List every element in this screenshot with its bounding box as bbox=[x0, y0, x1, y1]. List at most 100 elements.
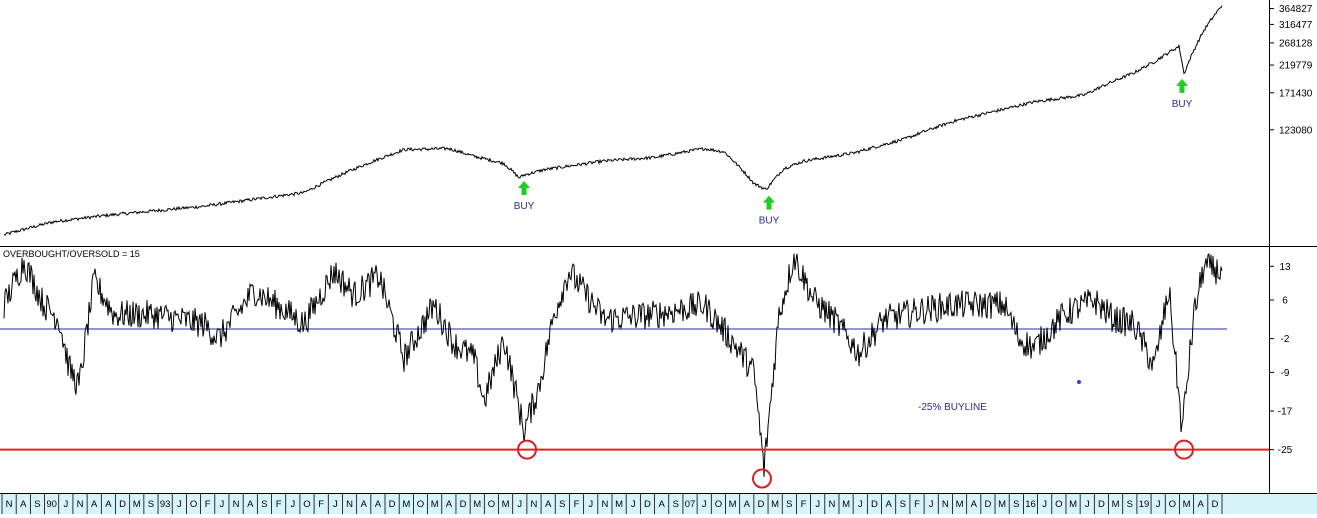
time-tick-label: S bbox=[559, 499, 565, 510]
time-tick-label: M bbox=[473, 499, 481, 510]
oscillator-title: OVERBOUGHT/OVERSOLD = 15 bbox=[3, 249, 140, 259]
y-tick-label: -17 bbox=[1278, 407, 1293, 418]
y-tick-label: 123080 bbox=[1279, 125, 1313, 136]
oversold-circle-marker bbox=[517, 439, 537, 460]
time-tick-label: O bbox=[417, 499, 424, 510]
time-tick-label: M bbox=[842, 499, 850, 510]
time-tick-label: N bbox=[942, 499, 949, 510]
time-tick-label: A bbox=[375, 499, 382, 510]
y-tick-label: 316477 bbox=[1279, 20, 1313, 31]
time-tick-label: N bbox=[828, 499, 835, 510]
time-tick-label: N bbox=[77, 499, 84, 510]
time-tick-label: A bbox=[971, 499, 978, 510]
time-tick-label: D bbox=[460, 499, 467, 510]
buyline-label: -25% BUYLINE bbox=[918, 402, 987, 413]
oversold-circle-marker bbox=[752, 468, 772, 489]
time-tick-label: S bbox=[1127, 499, 1133, 510]
time-tick-label: M bbox=[431, 499, 439, 510]
time-tick-label: A bbox=[91, 499, 98, 510]
y-tick-label: -9 bbox=[1281, 368, 1290, 379]
time-axis: N A S 90 J N A A D M S 93 J O F J N A S F J O F J N A A D M O M A D M O M J N… bbox=[0, 493, 1317, 514]
time-tick-label: A bbox=[1198, 499, 1205, 510]
time-tick-label: D bbox=[389, 499, 396, 510]
time-tick-label: D bbox=[1211, 499, 1218, 510]
time-tick-label: J bbox=[631, 499, 636, 510]
time-tick-label: O bbox=[1169, 499, 1176, 510]
time-tick-label: S bbox=[34, 499, 40, 510]
y-tick-label: 13 bbox=[1279, 262, 1291, 273]
time-tick-label: O bbox=[190, 499, 197, 510]
time-tick-label: J bbox=[220, 499, 225, 510]
time-tick-label: J bbox=[1085, 499, 1090, 510]
time-tick-label: N bbox=[233, 499, 240, 510]
time-tick-label: D bbox=[871, 499, 878, 510]
time-tick-label: J bbox=[1156, 499, 1161, 510]
time-tick-label: S bbox=[1013, 499, 1019, 510]
time-tick-label: A bbox=[744, 499, 751, 510]
time-tick-label: M bbox=[502, 499, 510, 510]
time-tick-label: D bbox=[1098, 499, 1105, 510]
time-tick-label: N bbox=[531, 499, 538, 510]
oscillator-panel: 13 6 -2 -9 -17 -25 OVERBOUGHT/OVERSOLD = 15 -25… bbox=[0, 249, 1317, 494]
price-series-line bbox=[3, 5, 1223, 236]
time-tick-label: J bbox=[702, 499, 707, 510]
time-tick-label: F bbox=[318, 499, 324, 510]
time-tick-label: N bbox=[346, 499, 353, 510]
time-tick-label: F bbox=[574, 499, 580, 510]
time-tick-label: J bbox=[333, 499, 338, 510]
buy-label: BUY bbox=[514, 201, 535, 212]
time-tick-label: N bbox=[6, 499, 13, 510]
y-tick-label: 268128 bbox=[1279, 38, 1313, 49]
time-tick-label: J bbox=[929, 499, 934, 510]
y-tick-label: 364827 bbox=[1279, 4, 1313, 15]
y-tick-label: -2 bbox=[1281, 334, 1290, 345]
time-tick-label: 07 bbox=[685, 499, 696, 510]
time-tick-label: F bbox=[801, 499, 807, 510]
time-tick-label: S bbox=[786, 499, 792, 510]
time-tick-label: 16 bbox=[1025, 499, 1036, 510]
time-tick-label: S bbox=[148, 499, 154, 510]
time-tick-label: A bbox=[885, 499, 892, 510]
buy-signal: BUY bbox=[759, 195, 780, 227]
buy-label: BUY bbox=[759, 216, 780, 227]
time-tick-label: A bbox=[446, 499, 453, 510]
time-tick-label: O bbox=[488, 499, 495, 510]
time-tick-label: S bbox=[673, 499, 679, 510]
y-tick-label: 219779 bbox=[1279, 61, 1313, 72]
time-tick-label: 93 bbox=[160, 499, 171, 510]
time-tick-label: A bbox=[545, 499, 552, 510]
blue-dot-marker bbox=[1077, 380, 1081, 385]
time-tick-label: D bbox=[119, 499, 126, 510]
time-tick-label: F bbox=[276, 499, 282, 510]
oscillator-series-line bbox=[3, 253, 1223, 478]
time-tick-label: J bbox=[517, 499, 522, 510]
time-tick-label: J bbox=[177, 499, 182, 510]
y-tick-label: -25 bbox=[1278, 445, 1293, 456]
y-tick-label: 171430 bbox=[1279, 88, 1313, 99]
time-tick-label: D bbox=[758, 499, 765, 510]
time-tick-label: S bbox=[900, 499, 906, 510]
time-tick-label: O bbox=[715, 499, 722, 510]
time-tick-label: J bbox=[858, 499, 863, 510]
time-tick-label: M bbox=[615, 499, 623, 510]
time-tick-label: M bbox=[998, 499, 1006, 510]
time-tick-label: J bbox=[290, 499, 295, 510]
time-tick-label: A bbox=[20, 499, 27, 510]
green-up-arrow-icon bbox=[763, 195, 775, 210]
time-tick-label: M bbox=[133, 499, 141, 510]
y-tick-label: 6 bbox=[1282, 296, 1288, 307]
time-tick-label: A bbox=[247, 499, 254, 510]
time-tick-label: J bbox=[815, 499, 820, 510]
time-tick-label: D bbox=[984, 499, 991, 510]
time-tick-label: M bbox=[1069, 499, 1077, 510]
time-tick-label: M bbox=[402, 499, 410, 510]
time-tick-label: J bbox=[63, 499, 68, 510]
time-tick-label: M bbox=[956, 499, 964, 510]
time-tick-label: A bbox=[105, 499, 112, 510]
buy-signal: BUY bbox=[514, 181, 535, 212]
buy-signal: BUY bbox=[1172, 78, 1193, 110]
time-tick-label: J bbox=[588, 499, 593, 510]
time-tick-label: N bbox=[601, 499, 608, 510]
